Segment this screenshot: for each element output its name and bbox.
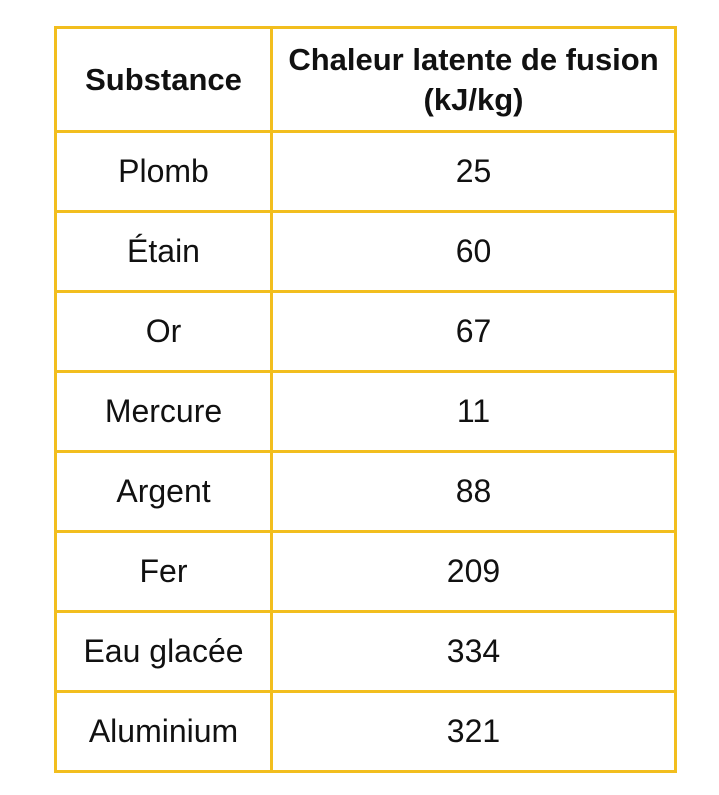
latent-heat-cell: 11 bbox=[270, 370, 677, 453]
table-row: Fer 209 bbox=[54, 530, 677, 613]
substance-cell: Eau glacée bbox=[54, 610, 273, 693]
table-row: Or 67 bbox=[54, 290, 677, 373]
substance-cell: Fer bbox=[54, 530, 273, 613]
table-row: Mercure 11 bbox=[54, 370, 677, 453]
table-header-row: Substance Chaleur latente de fusion (kJ/… bbox=[54, 26, 677, 133]
table-row: Étain 60 bbox=[54, 210, 677, 293]
latent-heat-cell: 321 bbox=[270, 690, 677, 773]
latent-heat-table-container: Substance Chaleur latente de fusion (kJ/… bbox=[54, 26, 677, 773]
substance-cell: Argent bbox=[54, 450, 273, 533]
latent-heat-cell: 88 bbox=[270, 450, 677, 533]
latent-heat-cell: 209 bbox=[270, 530, 677, 613]
header-substance: Substance bbox=[54, 26, 273, 133]
latent-heat-table: Substance Chaleur latente de fusion (kJ/… bbox=[54, 26, 677, 773]
table-row: Aluminium 321 bbox=[54, 690, 677, 773]
substance-cell: Mercure bbox=[54, 370, 273, 453]
latent-heat-cell: 334 bbox=[270, 610, 677, 693]
table-row: Argent 88 bbox=[54, 450, 677, 533]
substance-cell: Aluminium bbox=[54, 690, 273, 773]
substance-cell: Étain bbox=[54, 210, 273, 293]
latent-heat-cell: 25 bbox=[270, 130, 677, 213]
table-row: Plomb 25 bbox=[54, 130, 677, 213]
header-latent-heat: Chaleur latente de fusion (kJ/kg) bbox=[270, 26, 677, 133]
latent-heat-cell: 60 bbox=[270, 210, 677, 293]
substance-cell: Plomb bbox=[54, 130, 273, 213]
substance-cell: Or bbox=[54, 290, 273, 373]
table-row: Eau glacée 334 bbox=[54, 610, 677, 693]
latent-heat-cell: 67 bbox=[270, 290, 677, 373]
